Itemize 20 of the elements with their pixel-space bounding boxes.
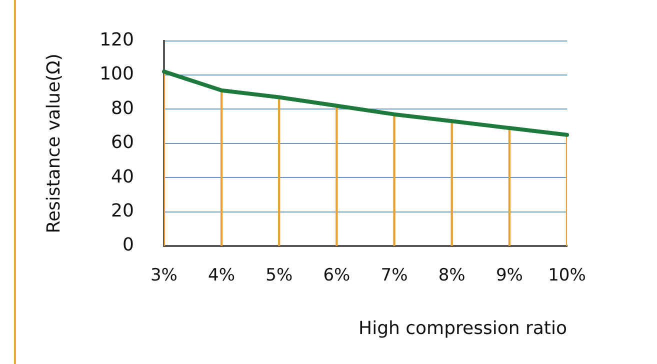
y-tick-label: 0: [122, 234, 134, 256]
y-tick-label: 20: [111, 200, 134, 222]
y-axis-title: Resistance value(Ω): [43, 54, 64, 234]
y-tick-label: 60: [111, 132, 134, 154]
y-tick-label: 80: [111, 98, 134, 119]
y-tick-label: 100: [100, 64, 134, 85]
x-tick-label: 5%: [266, 266, 293, 286]
x-tick-label: 3%: [150, 266, 178, 286]
x-tick-label: 7%: [380, 266, 408, 286]
x-tick-label: 9%: [496, 266, 523, 286]
y-tick-label: 40: [111, 166, 134, 188]
x-tick-label: 8%: [438, 266, 466, 286]
bar: [220, 90, 223, 246]
x-tick-label: 4%: [208, 266, 236, 286]
x-tick-label: 10%: [548, 266, 586, 286]
x-axis-title: High compression ratio: [358, 318, 567, 339]
x-tick-label: 6%: [323, 266, 350, 286]
bar: [508, 128, 511, 246]
y-tick-label: 120: [100, 29, 134, 50]
bar: [393, 114, 396, 246]
